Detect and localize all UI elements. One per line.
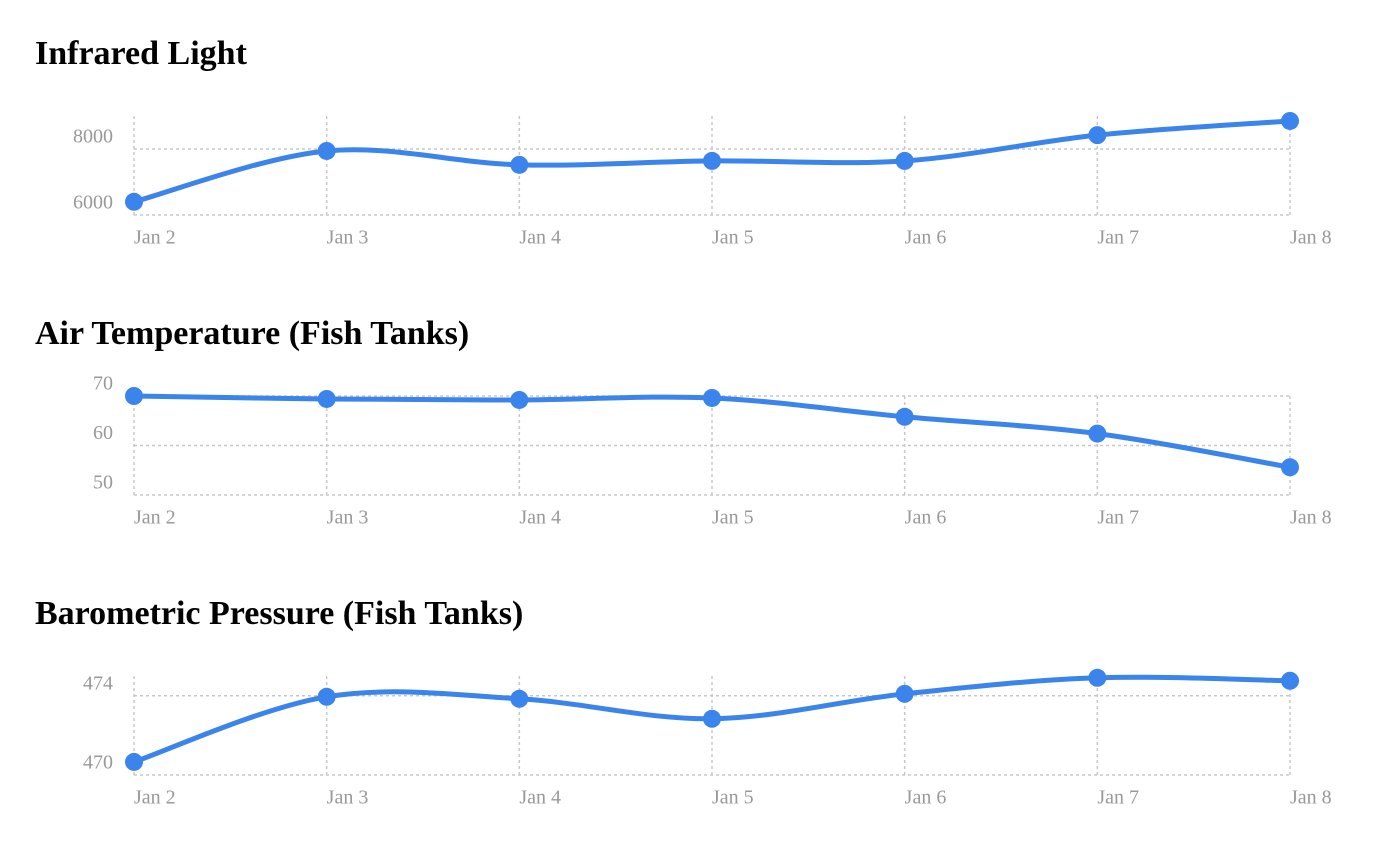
x-tick-label: Jan 7	[1097, 787, 1139, 809]
data-point	[1281, 458, 1299, 477]
data-point	[317, 687, 336, 706]
y-tick-label: 60	[93, 422, 113, 444]
data-point	[125, 752, 143, 771]
y-tick-label: 50	[93, 472, 113, 494]
chart-title: Air Temperature (Fish Tanks)	[35, 315, 469, 352]
x-tick-label: Jan 2	[134, 787, 176, 809]
data-point	[1281, 111, 1299, 130]
data-point	[1281, 671, 1299, 690]
data-point	[1088, 126, 1107, 145]
data-point	[703, 151, 721, 170]
x-tick-label: Jan 5	[712, 227, 754, 249]
x-tick-label: Jan 2	[134, 507, 176, 529]
data-point	[1088, 668, 1107, 687]
x-tick-label: Jan 5	[712, 787, 754, 809]
x-tick-label: Jan 6	[905, 227, 947, 249]
data-point	[510, 155, 529, 174]
x-tick-label: Jan 4	[519, 507, 561, 529]
data-point	[895, 151, 914, 170]
data-point	[895, 684, 914, 703]
data-point	[317, 141, 336, 160]
x-tick-label: Jan 5	[712, 507, 754, 529]
y-tick-label: 8000	[73, 126, 113, 148]
y-tick-label: 6000	[73, 192, 113, 214]
y-tick-label: 70	[93, 373, 113, 395]
data-point	[510, 390, 529, 409]
x-tick-label: Jan 8	[1290, 787, 1332, 809]
x-tick-label: Jan 7	[1097, 507, 1139, 529]
data-point	[317, 389, 336, 408]
x-tick-label: Jan 8	[1290, 227, 1332, 249]
y-tick-label: 474	[83, 672, 113, 694]
x-tick-label: Jan 8	[1290, 507, 1332, 529]
y-tick-label: 470	[83, 752, 113, 774]
chart-title: Barometric Pressure (Fish Tanks)	[35, 595, 523, 632]
x-tick-label: Jan 3	[327, 507, 369, 529]
x-tick-label: Jan 6	[905, 787, 947, 809]
x-tick-label: Jan 7	[1097, 227, 1139, 249]
x-tick-label: Jan 3	[327, 787, 369, 809]
chart-title: Infrared Light	[35, 35, 248, 72]
x-tick-label: Jan 2	[134, 227, 176, 249]
x-tick-label: Jan 3	[327, 227, 369, 249]
data-point	[895, 407, 914, 426]
data-point	[125, 192, 143, 211]
data-point	[703, 709, 721, 728]
x-tick-label: Jan 6	[905, 507, 947, 529]
data-point	[510, 689, 529, 708]
data-point	[1088, 424, 1107, 443]
data-point	[125, 387, 143, 405]
data-point	[703, 388, 721, 407]
x-tick-label: Jan 4	[519, 787, 561, 809]
x-tick-label: Jan 4	[519, 227, 561, 249]
